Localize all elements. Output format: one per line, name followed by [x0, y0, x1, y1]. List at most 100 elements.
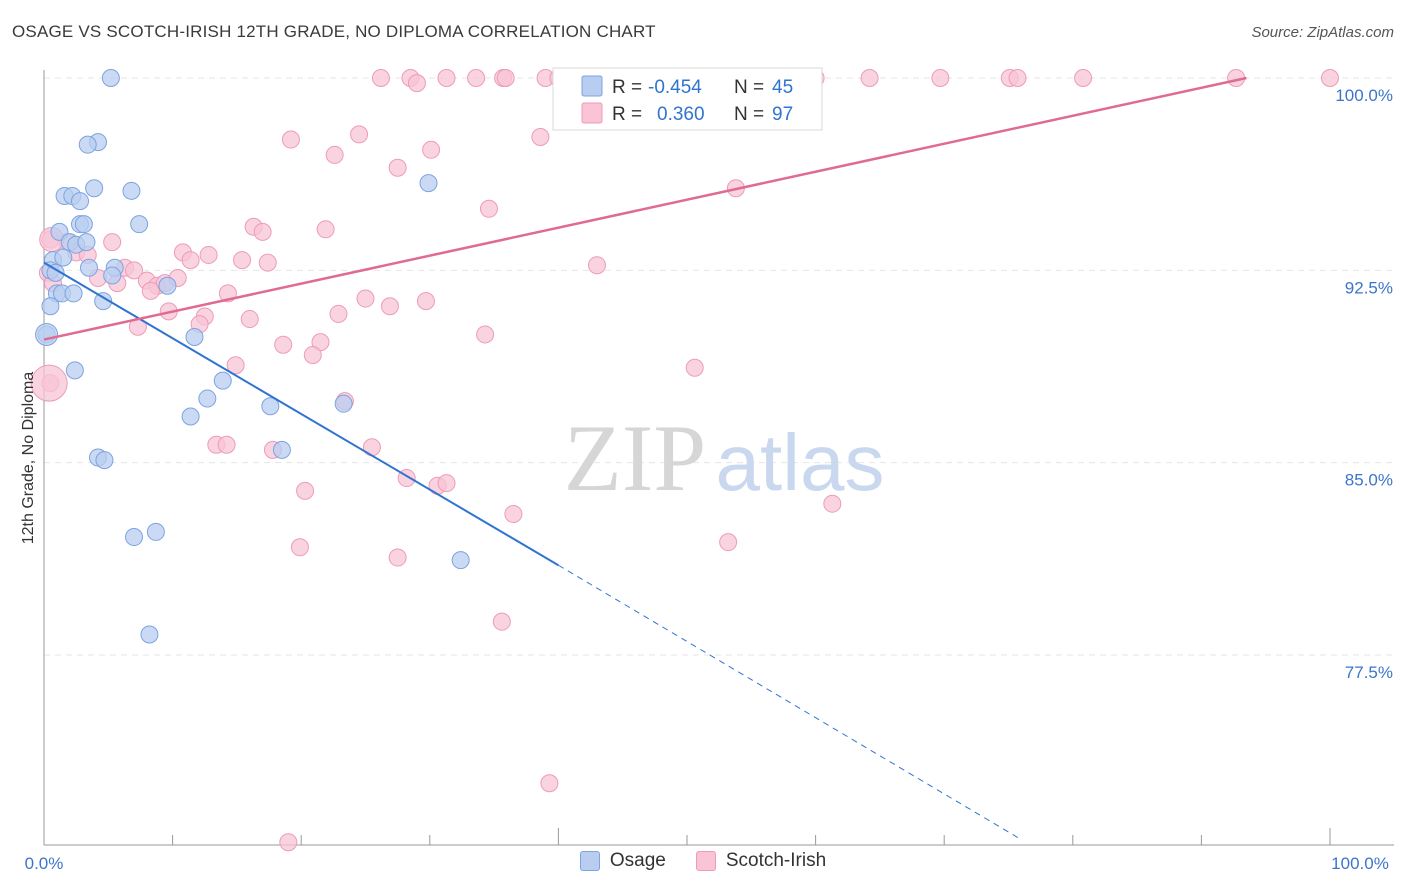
watermark-zip: ZIP — [564, 405, 707, 511]
correlation-legend: R = -0.454 N = 45 R = 0.360 N = 97 — [552, 67, 823, 131]
legend-scotch-n-label: N = — [734, 104, 764, 125]
scotch-irish-point — [1008, 69, 1027, 87]
watermark-atlas: atlas — [716, 418, 885, 507]
scotch-irish-point — [860, 69, 879, 87]
osage-label: Osage — [609, 850, 666, 871]
source-label: Source: ZipAtlas.com — [1251, 24, 1394, 41]
scotch-irish-point — [125, 261, 144, 280]
scotch-irish-point — [274, 335, 293, 354]
legend-osage-n-label: N = — [734, 77, 764, 98]
scotch-irish-point — [437, 69, 456, 87]
osage-point — [94, 292, 113, 311]
scotch-irish-point — [303, 345, 322, 364]
scotch-irish-point — [316, 220, 335, 239]
scotch-irish-point — [103, 233, 122, 252]
scotch-irish-point — [407, 74, 426, 93]
osage-point — [451, 551, 470, 570]
osage-point — [80, 258, 99, 277]
osage-point — [213, 371, 232, 390]
scotch-irish-point — [685, 358, 704, 377]
scotch-irish-point — [479, 199, 498, 218]
osage-point — [198, 389, 217, 408]
osage-point — [125, 528, 144, 547]
legend-item-osage[interactable]: Osage — [579, 850, 666, 872]
legend-osage-r-value: -0.454 — [648, 77, 702, 98]
scotch-irish-point — [356, 289, 375, 308]
osage-point — [122, 181, 141, 200]
osage-point — [64, 284, 83, 303]
legend-scotch-r-label: R = — [612, 104, 642, 125]
scotch-irish-point — [371, 69, 390, 87]
scotch-irish-point — [540, 774, 559, 793]
osage-point — [158, 276, 177, 295]
scotch-irish-point — [1074, 69, 1093, 87]
osage-trend-line — [43, 261, 559, 567]
osage-point — [272, 440, 291, 459]
gridlines — [44, 77, 1394, 656]
y-axis-title: 12th Grade, No Diploma — [20, 372, 37, 545]
osage-trend-extension — [558, 564, 1022, 841]
y-tick-label: 92.5% — [1345, 278, 1393, 297]
osage-point — [130, 215, 149, 234]
osage-point — [46, 263, 65, 282]
x-tick-label-min: 0.0% — [25, 854, 64, 873]
scotch-irish-point — [253, 222, 272, 241]
scotch-irish-point — [380, 297, 399, 316]
osage-swatch — [579, 851, 600, 871]
scotch-irish-point — [217, 435, 236, 454]
scotch-irish-point — [823, 494, 842, 513]
trend-lines — [43, 76, 1247, 841]
scotch-irish-point — [388, 548, 407, 567]
scotch-irish-point — [437, 474, 456, 493]
scotch-irish-label: Scotch-Irish — [725, 850, 827, 871]
scotch-irish-point — [388, 158, 407, 177]
scotch-irish-point — [258, 253, 277, 272]
osage-point — [95, 451, 114, 470]
y-tick-label: 77.5% — [1345, 663, 1393, 682]
osage-point — [65, 361, 84, 380]
legend-osage-n-value: 45 — [772, 77, 793, 98]
osage-point — [41, 297, 60, 316]
scotch-irish-point — [531, 127, 550, 146]
y-tick-labels: 77.5% 85.0% 92.5% 100.0% — [1335, 86, 1393, 682]
osage-point — [146, 522, 165, 541]
scotch-irish-point — [226, 356, 245, 375]
scotch-irish-point — [496, 69, 515, 87]
scotch-irish-trend-line — [43, 76, 1247, 341]
osage-points — [35, 69, 470, 644]
scotch-irish-point — [141, 281, 160, 300]
scotch-irish-point — [296, 481, 315, 500]
osage-point — [261, 397, 280, 416]
y-tick-label: 85.0% — [1345, 471, 1393, 490]
scotch-irish-point — [181, 251, 200, 270]
legend-item-scotch-irish[interactable]: Scotch-Irish — [695, 850, 827, 872]
axes — [43, 70, 1394, 846]
osage-point — [181, 407, 200, 426]
series-legend: Osage Scotch-Irish — [0, 850, 1406, 872]
scotch-irish-point-large — [30, 364, 68, 402]
legend-osage-r-label: R = — [612, 77, 642, 98]
legend-osage-swatch — [581, 75, 603, 97]
osage-point — [54, 248, 73, 267]
osage-point — [74, 215, 93, 234]
osage-point — [85, 179, 104, 198]
scotch-irish-point — [416, 292, 435, 311]
scotch-irish-point — [492, 612, 511, 631]
legend-scotch-swatch — [581, 102, 603, 124]
scotch-irish-point — [325, 145, 344, 164]
scotch-irish-point — [587, 256, 606, 275]
osage-point — [101, 69, 120, 87]
scotch-irish-point — [240, 310, 259, 329]
scotch-irish-swatch — [695, 851, 716, 871]
scotch-irish-point — [350, 125, 369, 144]
osage-point — [71, 192, 90, 211]
osage-point — [140, 625, 159, 644]
osage-point — [103, 266, 122, 285]
scotch-irish-point — [719, 533, 738, 552]
scotch-irish-point — [362, 438, 381, 457]
osage-point — [185, 328, 204, 347]
scotch-irish-point — [422, 140, 441, 159]
osage-point — [334, 394, 353, 413]
osage-point — [419, 174, 438, 193]
